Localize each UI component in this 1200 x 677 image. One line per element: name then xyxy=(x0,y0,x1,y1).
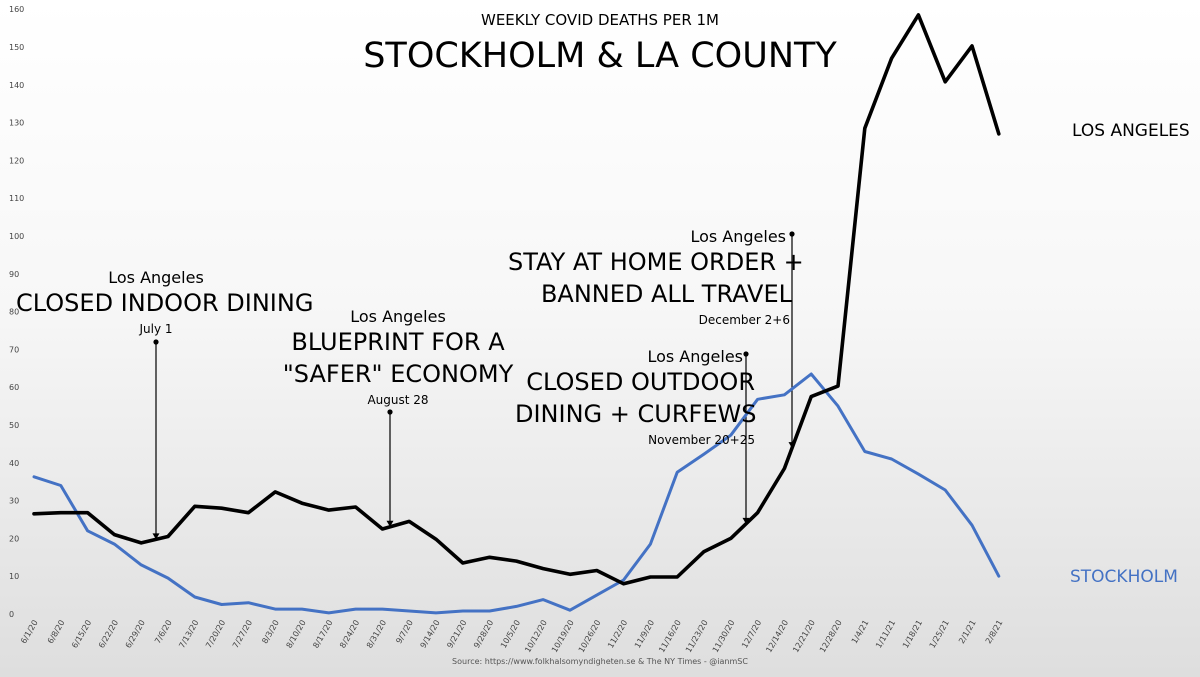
annotation-location: Los Angeles xyxy=(108,268,204,287)
annotation-event-line-2: DINING + CURFEWS xyxy=(515,400,757,428)
series-lines xyxy=(32,13,1001,615)
y-tick-label: 160 xyxy=(9,5,24,14)
x-tick-label: 6/8/20 xyxy=(46,619,67,646)
x-tick-label: 1/11/21 xyxy=(874,619,897,650)
source-note: Source: https://www.folkhalsomyndigheten… xyxy=(452,657,748,666)
y-axis-ticks: 0 10 20 30 40 50 60 70 80 90 100 110 120 130 140 150 160 xyxy=(9,5,24,619)
x-tick-label: 11/2/20 xyxy=(606,619,629,650)
annotation-event-line-1: BLUEPRINT FOR A xyxy=(291,328,505,356)
annotation-location: Los Angeles xyxy=(647,347,743,366)
x-tick-label: 7/27/20 xyxy=(231,619,254,650)
x-tick-label: 9/28/20 xyxy=(472,619,495,650)
annotation-arrow-dot xyxy=(743,351,749,357)
y-tick-label: 30 xyxy=(9,497,19,506)
x-tick-label: 9/14/20 xyxy=(419,619,442,650)
y-tick-label: 0 xyxy=(9,610,14,619)
annotation-arrow-head xyxy=(386,520,394,527)
y-tick-label: 60 xyxy=(9,383,19,392)
x-tick-label: 8/10/20 xyxy=(285,619,308,650)
annotation-location: Los Angeles xyxy=(350,307,446,326)
annotation-stay-at-home: Los Angeles STAY AT HOME ORDER + BANNED … xyxy=(508,227,804,327)
series-line-stockholm xyxy=(32,372,1001,615)
annotation-arrow-dot xyxy=(789,231,795,237)
annotation-arrow-dot xyxy=(387,409,393,415)
x-tick-label: 8/17/20 xyxy=(311,619,334,650)
y-tick-label: 110 xyxy=(9,194,24,203)
annotation-date: July 1 xyxy=(139,322,173,336)
annotation-date: August 28 xyxy=(367,393,429,407)
x-tick-label: 8/31/20 xyxy=(365,619,388,650)
x-tick-label: 6/22/20 xyxy=(97,619,120,650)
x-tick-label: 11/23/20 xyxy=(684,619,710,655)
x-tick-label: 6/15/20 xyxy=(70,619,93,650)
y-tick-label: 90 xyxy=(9,270,19,279)
x-axis-ticks: 6/1/20 6/8/20 6/15/20 6/22/20 6/29/20 7/6/20 7… xyxy=(19,619,1004,655)
x-tick-label: 6/29/20 xyxy=(124,619,147,650)
x-tick-label: 12/14/20 xyxy=(764,619,790,655)
y-tick-label: 80 xyxy=(9,308,19,317)
x-tick-label: 7/13/20 xyxy=(177,619,200,650)
annotation-event-line-2: BANNED ALL TRAVEL xyxy=(540,280,792,308)
annotation-outdoor-dining: Los Angeles CLOSED OUTDOOR DINING + CURF… xyxy=(515,347,757,447)
x-tick-label: 7/20/20 xyxy=(204,619,227,650)
x-tick-label: 10/5/20 xyxy=(499,619,522,650)
x-tick-label: 6/1/20 xyxy=(19,619,40,646)
annotation-date: November 20+25 xyxy=(648,433,755,447)
series-line-los-angeles xyxy=(32,13,1001,586)
annotation-event-line-1: CLOSED OUTDOOR xyxy=(526,368,755,396)
x-tick-label: 11/9/20 xyxy=(633,619,656,650)
annotation-location: Los Angeles xyxy=(690,227,786,246)
annotation-arrow-head xyxy=(152,533,160,540)
x-tick-label: 12/7/20 xyxy=(740,619,763,650)
y-tick-label: 50 xyxy=(9,421,19,430)
y-tick-label: 140 xyxy=(9,81,24,90)
x-tick-label: 12/28/20 xyxy=(818,619,844,655)
x-tick-label: 10/12/20 xyxy=(523,619,549,655)
y-tick-label: 130 xyxy=(9,119,24,128)
chart-title: WEEKLY COVID DEATHS PER 1M xyxy=(481,11,719,29)
series-label-stockholm: STOCKHOLM xyxy=(1070,567,1178,587)
annotation-event: CLOSED INDOOR DINING xyxy=(16,289,314,317)
x-tick-label: 9/7/20 xyxy=(394,619,415,646)
x-tick-label: 11/16/20 xyxy=(657,619,683,655)
y-tick-label: 150 xyxy=(9,43,24,52)
series-label-los-angeles: LOS ANGELES xyxy=(1072,121,1190,141)
annotation-blueprint: Los Angeles BLUEPRINT FOR A "SAFER" ECON… xyxy=(278,307,518,407)
annotation-event-line-1: STAY AT HOME ORDER + xyxy=(508,248,804,276)
y-tick-label: 20 xyxy=(9,534,19,543)
annotation-arrows xyxy=(152,231,796,540)
chart-subtitle: STOCKHOLM & LA COUNTY xyxy=(363,36,837,76)
y-tick-label: 10 xyxy=(9,572,19,581)
x-tick-label: 10/19/20 xyxy=(550,619,576,655)
annotation-arrow-head xyxy=(742,517,750,524)
x-tick-label: 1/25/21 xyxy=(928,619,951,650)
x-tick-label: 1/4/21 xyxy=(850,619,871,646)
x-tick-label: 1/18/21 xyxy=(901,619,924,650)
x-tick-label: 12/21/20 xyxy=(791,619,817,655)
x-tick-label: 2/1/21 xyxy=(957,619,978,646)
y-tick-label: 120 xyxy=(9,156,24,165)
y-tick-label: 100 xyxy=(9,232,24,241)
annotation-indoor-dining: Los Angeles CLOSED INDOOR DINING July 1 xyxy=(16,268,314,336)
x-tick-label: 11/30/20 xyxy=(711,619,737,655)
x-tick-label: 2/8/21 xyxy=(984,619,1005,646)
x-tick-label: 8/3/20 xyxy=(260,619,281,646)
annotation-event-line-2: "SAFER" ECONOMY xyxy=(282,360,514,388)
x-tick-label: 9/21/20 xyxy=(445,619,468,650)
y-tick-label: 70 xyxy=(9,345,19,354)
x-tick-label: 7/6/20 xyxy=(153,619,174,646)
annotation-arrow-dot xyxy=(153,339,159,345)
x-tick-label: 8/24/20 xyxy=(338,619,361,650)
x-tick-label: 10/26/20 xyxy=(577,619,603,655)
annotation-date: December 2+6 xyxy=(698,313,790,327)
y-tick-label: 40 xyxy=(9,459,19,468)
